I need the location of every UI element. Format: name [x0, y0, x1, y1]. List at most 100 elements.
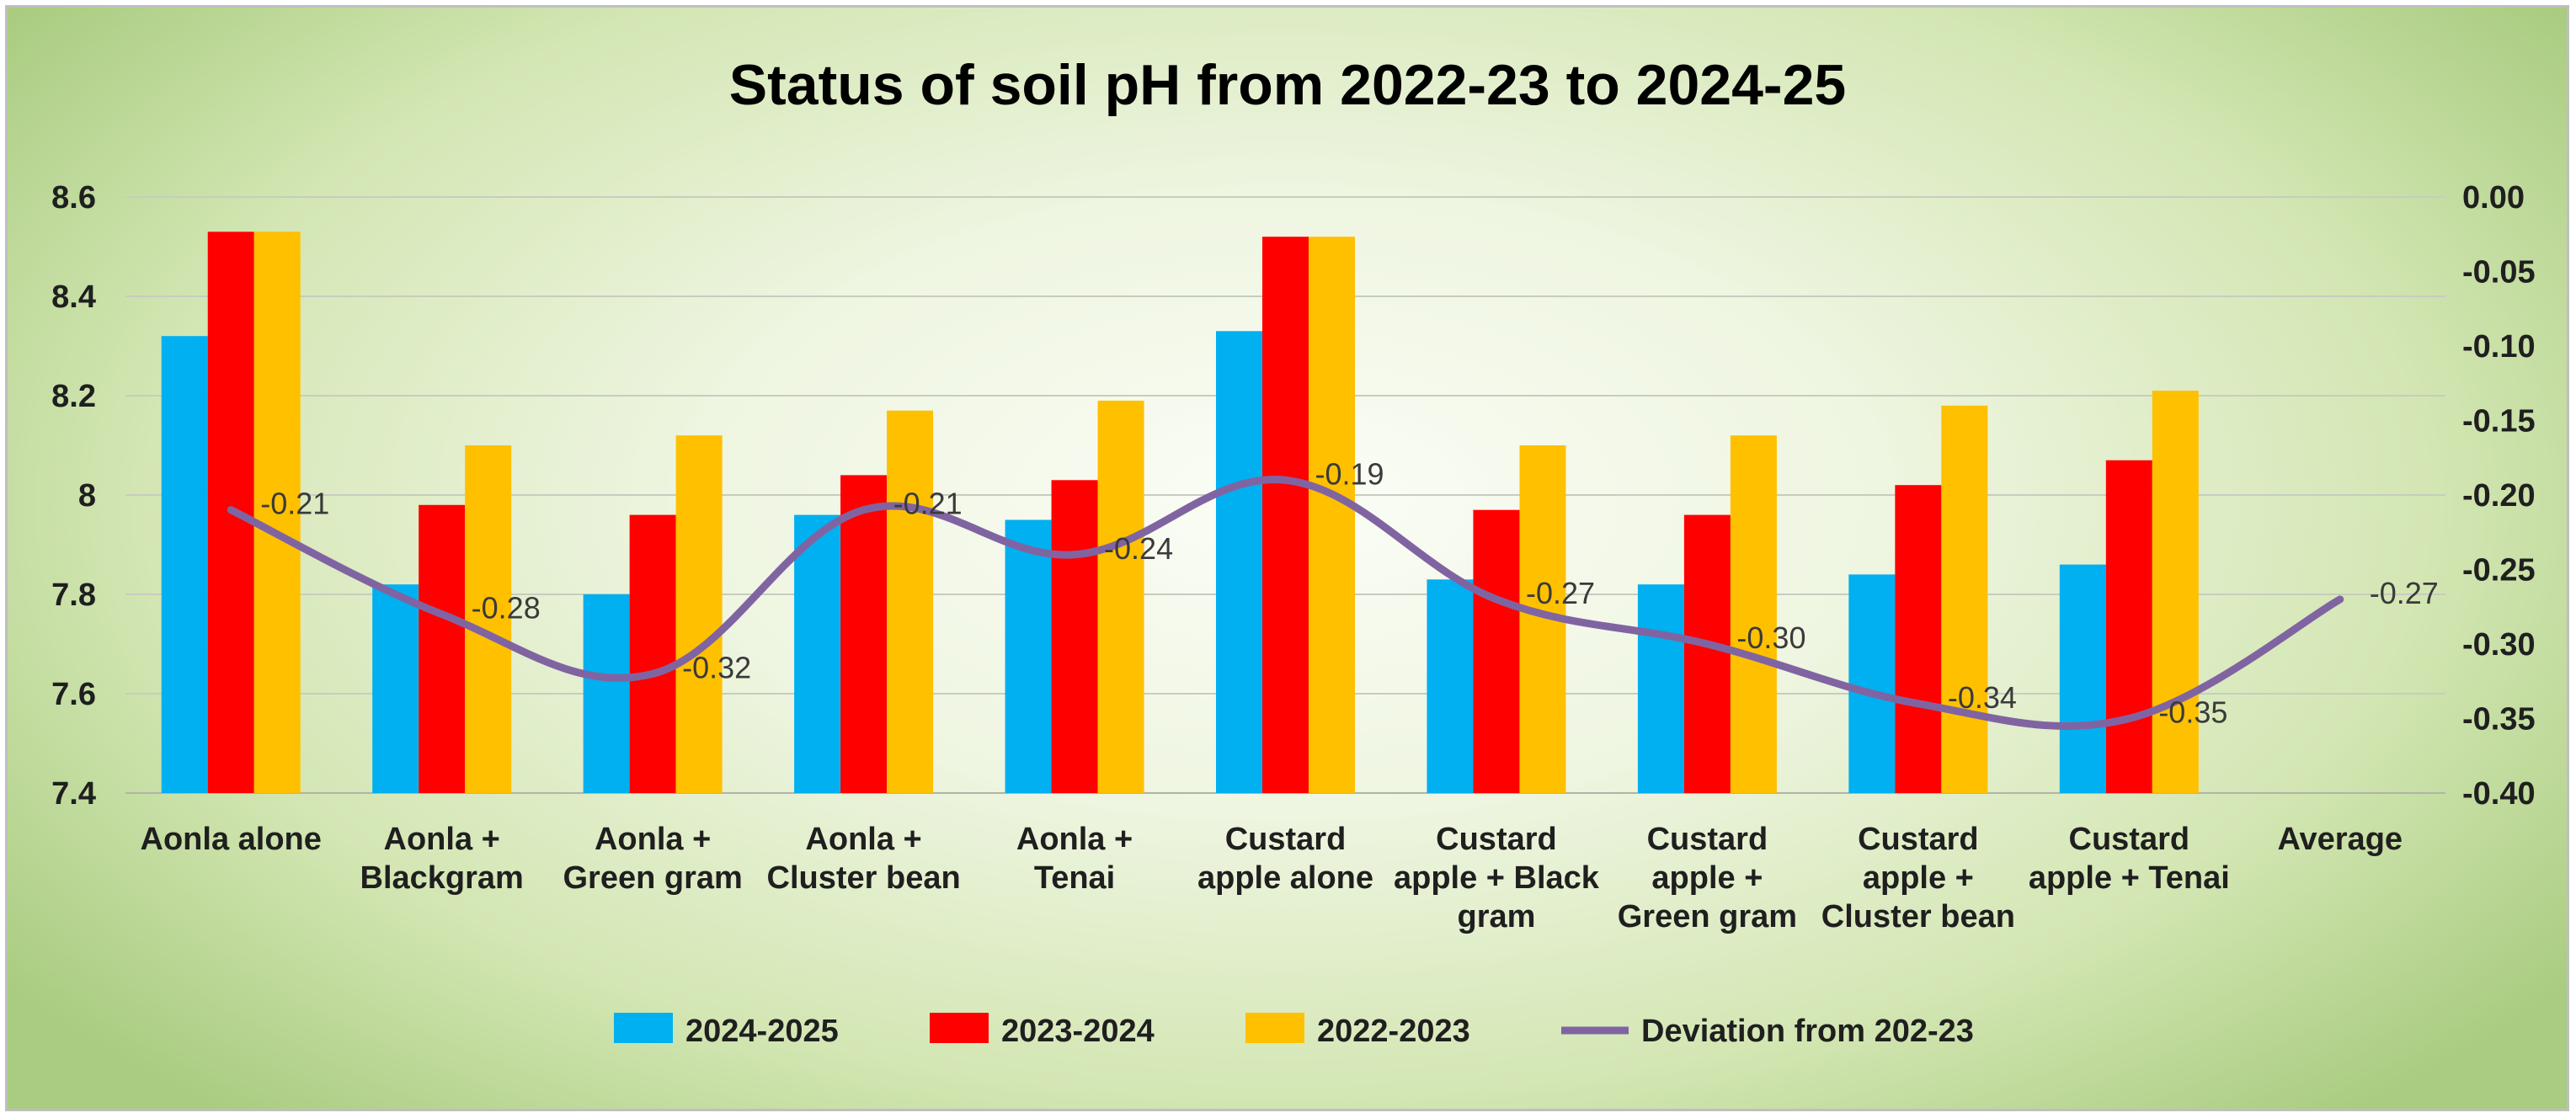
category-label: Aonla alone	[141, 822, 322, 857]
category-label-line: Cluster bean	[1821, 899, 2015, 934]
category-label: Average	[2277, 822, 2403, 857]
left-axis-tick-label: 8.6	[51, 180, 96, 216]
legend-swatch	[930, 1013, 989, 1043]
bar-2024-2025	[161, 336, 208, 793]
category-label-line: Custard	[2069, 822, 2190, 857]
bar-2024-2025	[1637, 584, 1684, 793]
category-label-line: Tenai	[1034, 860, 1115, 896]
category-label-line: apple + Black	[1394, 860, 1600, 896]
category-label-line: apple + Tenai	[2029, 860, 2230, 896]
bar-2023-2024	[419, 504, 466, 793]
chart-frame: Status of soil pH from 2022-23 to 2024-2…	[5, 5, 2569, 1111]
category-label-line: Aonla +	[1016, 822, 1133, 857]
deviation-data-label: -0.19	[1315, 456, 1384, 491]
right-axis-tick-label: -0.10	[2462, 329, 2536, 365]
chart-svg: Status of soil pH from 2022-23 to 2024-2…	[51, 53, 2536, 1049]
deviation-line-layer: -0.21 -0.28 -0.32 -0.21 -0.24 -0.19 -0.27 -0.30…	[227, 456, 2439, 731]
left-axis-tick-label: 8.4	[51, 280, 96, 315]
category-label-line: gram	[1457, 899, 1535, 934]
category-label-line: apple +	[1863, 860, 1974, 896]
category-label-line: Custard	[1858, 822, 1979, 857]
legend-label: 2022-2023	[1317, 1014, 1470, 1049]
legend-label: 2023-2024	[1001, 1014, 1155, 1049]
category-label: Aonla + Blackgram	[360, 822, 524, 896]
bar-2023-2024	[1895, 485, 1942, 793]
bar-2024-2025	[2059, 564, 2106, 793]
left-axis-tick-label: 7.8	[51, 578, 96, 613]
left-axis-tick-label: 7.4	[51, 776, 96, 812]
bar-2023-2024	[1473, 509, 1520, 793]
category-label-line: Aonla +	[805, 822, 921, 857]
category-label-line: apple +	[1651, 860, 1763, 896]
category-label-line: apple alone	[1197, 860, 1373, 896]
category-label-line: Green gram	[563, 860, 742, 896]
deviation-data-label: -0.30	[1736, 620, 1805, 655]
category-label: Custard apple + Cluster bean	[1821, 822, 2015, 934]
legend-swatch	[1245, 1013, 1304, 1043]
bar-2023-2024	[1262, 237, 1309, 793]
deviation-data-label: -0.34	[1948, 680, 2017, 715]
right-axis-tick-label: 0.00	[2462, 180, 2525, 216]
category-label: Custard apple + Green gram	[1618, 822, 1797, 934]
left-axis-tick-label: 7.6	[51, 677, 96, 712]
bar-2024-2025	[372, 584, 419, 793]
legend: 2024-2025 2023-2024 2022-2023 Deviation fro…	[614, 1013, 1974, 1049]
category-label-line: Custard	[1647, 822, 1768, 857]
left-axis-tick-label: 8.2	[51, 379, 96, 414]
category-label: Aonla + Green gram	[563, 822, 742, 896]
bar-2024-2025	[1216, 331, 1262, 793]
deviation-data-label: -0.28	[472, 591, 541, 626]
right-axis-tick-label: -0.20	[2462, 478, 2536, 514]
category-label: Aonla + Cluster bean	[767, 822, 961, 896]
legend-label: 2024-2025	[685, 1014, 839, 1049]
category-label-line: Aonla alone	[141, 822, 322, 857]
legend-swatch	[614, 1013, 673, 1043]
bars-layer	[161, 232, 2199, 793]
bar-2022-2023	[465, 445, 512, 793]
bar-2023-2024	[1683, 514, 1731, 793]
category-label-line: Aonla +	[595, 822, 711, 857]
deviation-data-label: -0.35	[2158, 695, 2227, 730]
right-axis-tick-label: -0.05	[2462, 255, 2536, 290]
deviation-data-label: -0.24	[1104, 531, 1173, 566]
deviation-data-label: -0.27	[2370, 576, 2439, 610]
category-label: Custard apple alone	[1197, 822, 1373, 896]
bar-2023-2024	[2105, 460, 2152, 793]
category-label: Custard apple + Tenai	[2029, 822, 2230, 896]
deviation-data-label: -0.32	[682, 650, 751, 684]
bar-2022-2023	[1097, 400, 1144, 793]
bar-2022-2023	[1309, 237, 1355, 793]
deviation-data-label: -0.21	[893, 487, 963, 521]
bar-2022-2023	[1730, 435, 1777, 793]
deviation-data-label: -0.21	[260, 487, 329, 521]
bar-2023-2024	[1051, 480, 1098, 793]
deviation-data-label: -0.27	[1526, 576, 1595, 610]
chart-title: Status of soil pH from 2022-23 to 2024-2…	[729, 53, 1846, 117]
bar-2024-2025	[794, 514, 841, 793]
category-label-line: Aonla +	[384, 822, 500, 857]
right-axis-tick-label: -0.35	[2462, 702, 2536, 737]
bar-2024-2025	[583, 594, 630, 793]
bar-2022-2023	[675, 435, 723, 793]
legend-label: Deviation from 202-23	[1641, 1014, 1974, 1049]
right-axis-tick-label: -0.30	[2462, 627, 2536, 663]
right-axis-tick-label: -0.15	[2462, 404, 2536, 439]
right-axis-tick-label: -0.40	[2462, 776, 2536, 812]
category-label-line: Cluster bean	[767, 860, 961, 896]
bar-2022-2023	[2152, 391, 2199, 793]
bar-2023-2024	[840, 475, 888, 793]
bar-2022-2023	[887, 410, 934, 793]
category-label: Custard apple + Black gram	[1394, 822, 1600, 934]
category-label-line: Green gram	[1618, 899, 1797, 934]
category-label-line: Custard	[1436, 822, 1557, 857]
category-label-line: Average	[2277, 822, 2403, 857]
deviation-line	[227, 476, 2344, 731]
bar-2024-2025	[1005, 519, 1052, 793]
bar-2024-2025	[1848, 574, 1896, 793]
bar-2022-2023	[253, 232, 301, 793]
category-label: Aonla + Tenai	[1016, 822, 1133, 896]
bar-2024-2025	[1427, 579, 1474, 793]
bar-2023-2024	[629, 514, 676, 793]
right-axis-tick-label: -0.25	[2462, 553, 2536, 588]
